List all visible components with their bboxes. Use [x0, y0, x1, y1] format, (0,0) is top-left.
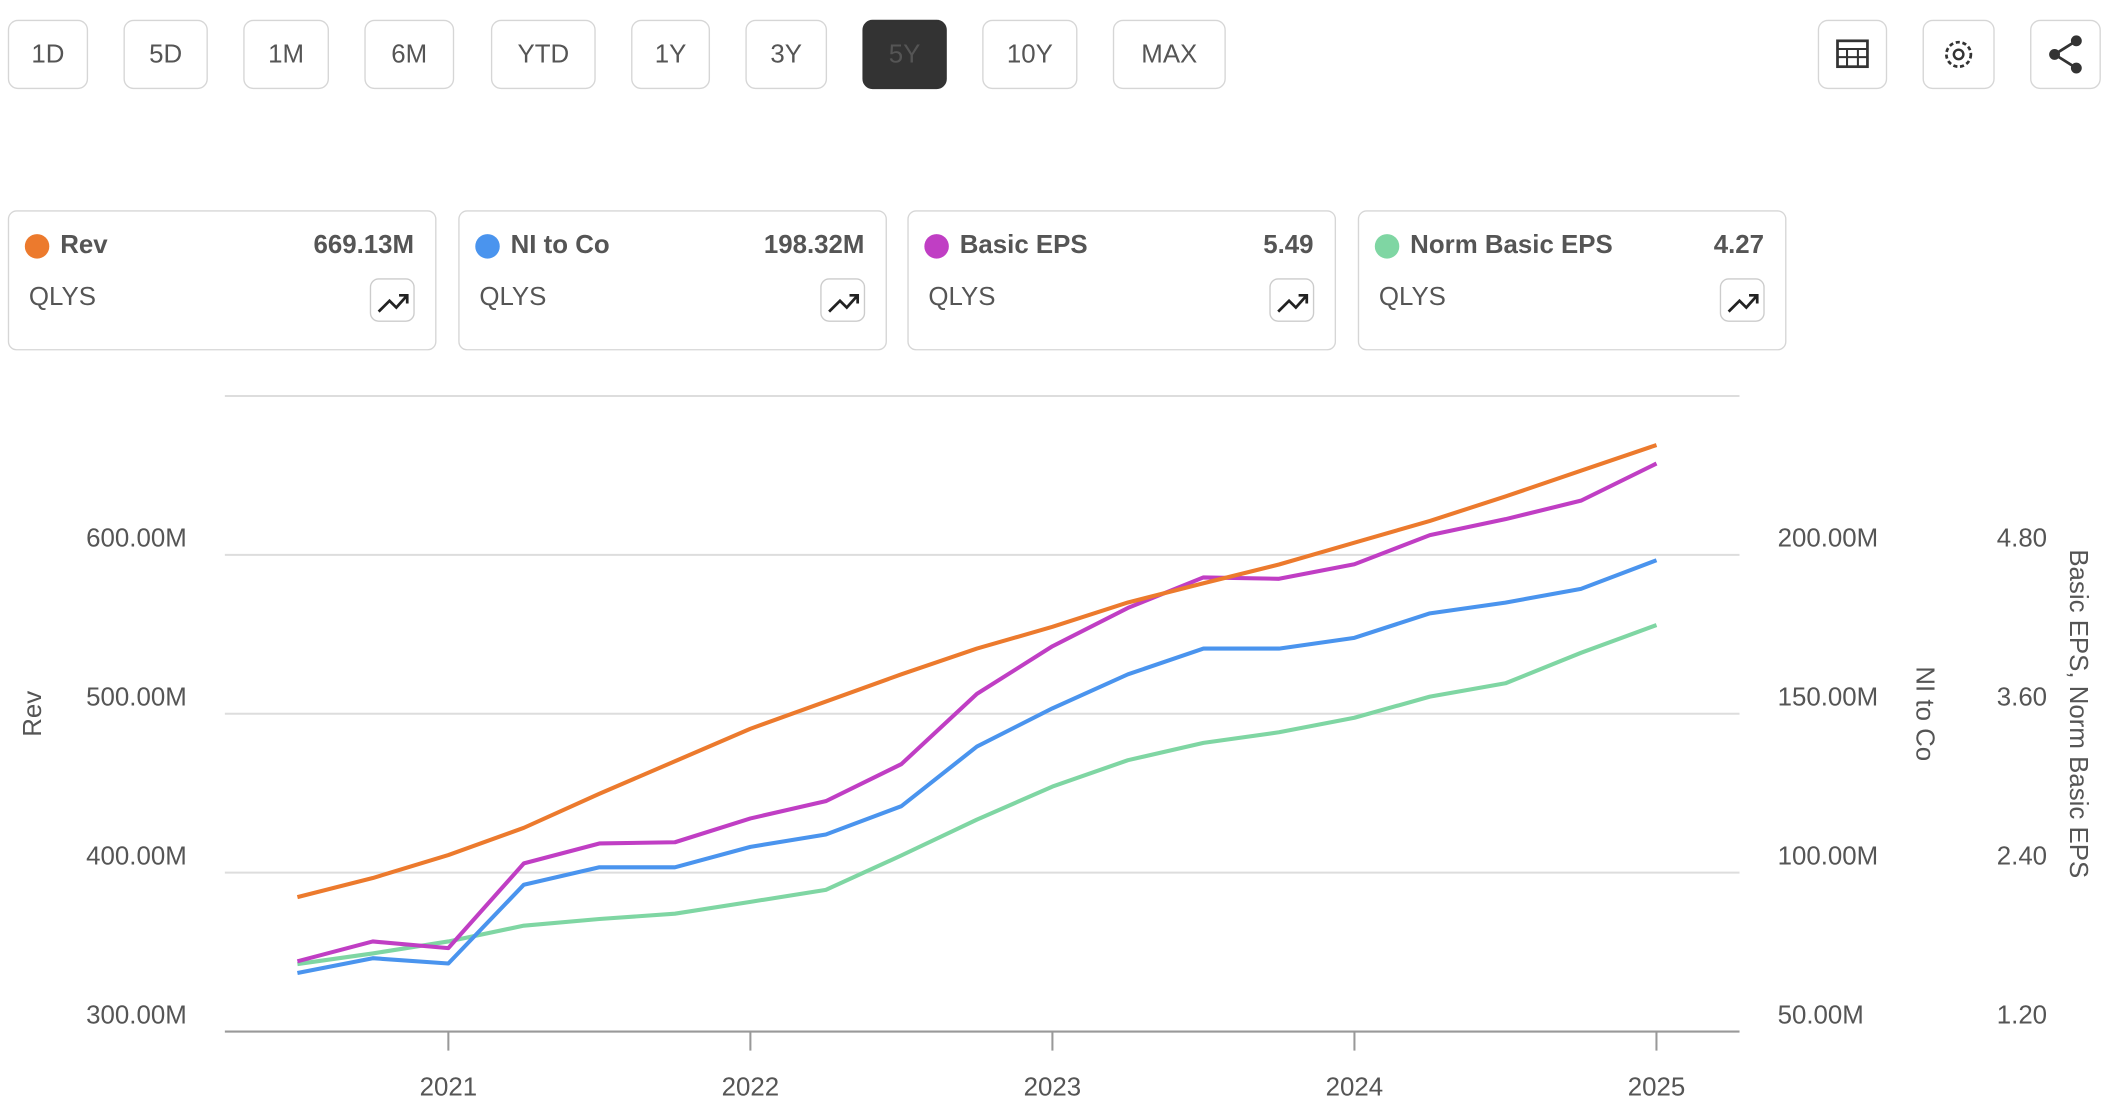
card-value: 669.13M — [313, 231, 414, 259]
settings-button[interactable] — [1922, 19, 1995, 90]
range-button-label[interactable]: 5D — [149, 41, 182, 69]
x-tick-label: 2023 — [1024, 1074, 1082, 1102]
range-button-label[interactable]: YTD — [517, 41, 569, 69]
series-line — [297, 558, 1658, 976]
card-name: NI to Co — [511, 231, 610, 259]
series-line — [297, 623, 1658, 967]
range-button-label[interactable]: MAX — [1141, 41, 1197, 69]
icon — [1837, 47, 1868, 67]
card-dot — [924, 234, 949, 259]
icon — [1945, 40, 1973, 69]
table-button[interactable] — [1817, 19, 1888, 90]
card-name: Basic EPS — [960, 231, 1088, 259]
y-tick-label: 300.00M — [86, 1001, 187, 1029]
range-button-label[interactable]: 1Y — [655, 41, 687, 69]
card-trend-icon — [1277, 293, 1309, 313]
y-tick-label: 600.00M — [86, 525, 187, 553]
y-axis-title: Rev — [19, 691, 47, 737]
share-button[interactable] — [2030, 19, 2101, 90]
card-name: Rev — [60, 231, 108, 259]
icon — [2070, 62, 2082, 74]
range-button[interactable] — [1112, 19, 1226, 90]
y2-tick-label: 150.00M — [1778, 684, 1879, 712]
icon — [2049, 48, 2061, 60]
y3-tick-label: 4.80 — [1997, 525, 2047, 553]
card-ticker: QLYS — [1379, 283, 1446, 311]
card-dot — [475, 234, 500, 259]
card-value: 198.32M — [764, 231, 865, 259]
card-dot — [1374, 234, 1400, 259]
x-tick-label: 2025 — [1628, 1074, 1686, 1102]
series-card[interactable] — [907, 210, 1337, 351]
range-button[interactable] — [364, 19, 455, 90]
y-tick-label: 500.00M — [86, 684, 187, 712]
card-value: 5.49 — [1263, 231, 1313, 259]
y2-tick-label: 50.00M — [1778, 1001, 1864, 1029]
icon — [1836, 39, 1869, 69]
range-button[interactable] — [982, 19, 1078, 90]
series-card[interactable] — [7, 210, 437, 351]
x-tick-label: 2022 — [722, 1074, 780, 1102]
icon — [1952, 48, 1965, 61]
card-ticker: QLYS — [29, 283, 96, 311]
range-button[interactable] — [123, 19, 208, 90]
range-button-label[interactable]: 1D — [31, 41, 64, 69]
range-button-label[interactable]: 6M — [391, 41, 427, 69]
range-button[interactable] — [243, 19, 329, 90]
y2-tick-label: 200.00M — [1778, 525, 1879, 553]
card-dot — [24, 234, 50, 259]
y3-tick-label: 3.60 — [1997, 684, 2047, 712]
range-button-label[interactable]: 5Y — [889, 41, 921, 69]
y2-tick-label: 100.00M — [1778, 843, 1879, 871]
range-button-label[interactable]: 10Y — [1007, 41, 1053, 69]
icon — [2070, 35, 2082, 47]
range-button[interactable] — [7, 19, 89, 90]
card-value: 4.27 — [1714, 231, 1764, 259]
range-button[interactable] — [490, 19, 596, 90]
card-trend-icon — [1727, 293, 1759, 313]
card-trend-icon — [828, 293, 860, 313]
range-button[interactable] — [862, 19, 947, 90]
series-line — [296, 443, 1658, 900]
y3-tick-label: 1.20 — [1997, 1001, 2047, 1029]
range-button-label[interactable]: 1M — [268, 41, 304, 69]
card-trend-icon — [377, 293, 409, 313]
card-name: Norm Basic EPS — [1410, 231, 1613, 259]
y3-axis-title: Basic EPS, Norm Basic EPS — [2064, 549, 2092, 878]
series-card[interactable] — [1357, 210, 1787, 351]
series-line — [296, 461, 1658, 964]
range-button[interactable] — [631, 19, 711, 90]
y-tick-label: 400.00M — [86, 843, 187, 871]
x-tick-label: 2021 — [420, 1074, 478, 1102]
range-button[interactable] — [745, 19, 828, 90]
card-ticker: QLYS — [928, 283, 995, 311]
card-ticker: QLYS — [479, 283, 546, 311]
y2-axis-title: NI to Co — [1910, 666, 1938, 761]
y3-tick-label: 2.40 — [1997, 843, 2047, 871]
range-button-label[interactable]: 3Y — [770, 41, 802, 69]
series-card[interactable] — [458, 210, 887, 351]
x-tick-label: 2024 — [1326, 1074, 1384, 1102]
